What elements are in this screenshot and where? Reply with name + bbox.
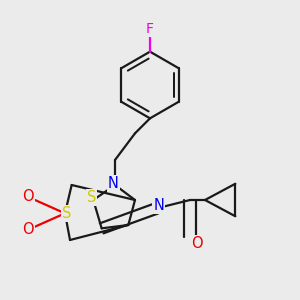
Text: N: N xyxy=(108,176,119,191)
Text: O: O xyxy=(22,223,34,238)
Text: S: S xyxy=(87,190,96,205)
Text: S: S xyxy=(62,206,71,221)
Text: F: F xyxy=(146,22,154,36)
Text: O: O xyxy=(22,189,34,204)
Text: O: O xyxy=(191,236,203,251)
Text: N: N xyxy=(153,198,164,213)
